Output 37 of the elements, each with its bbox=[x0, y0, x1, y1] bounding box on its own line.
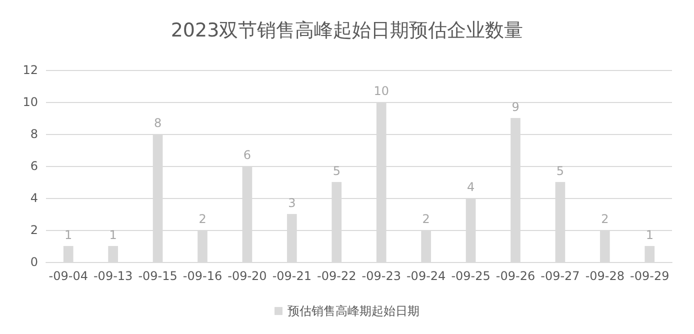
y-tick-label: 2 bbox=[30, 223, 38, 237]
x-tick-label: -09-24 bbox=[406, 269, 446, 283]
x-tick-label: -09-21 bbox=[272, 269, 312, 283]
chart-title: 2023双节销售高峰起始日期预估企业数量 bbox=[170, 20, 524, 42]
x-tick-label: -09-23 bbox=[362, 269, 401, 283]
x-tick-label: -09-13 bbox=[93, 269, 133, 283]
y-tick-label: 0 bbox=[30, 255, 38, 269]
data-label: 4 bbox=[466, 180, 475, 194]
y-tick-label: 4 bbox=[30, 191, 38, 205]
data-label: 6 bbox=[243, 148, 252, 162]
data-label: 5 bbox=[556, 164, 564, 178]
data-label: 9 bbox=[512, 100, 520, 114]
data-label: 1 bbox=[64, 228, 72, 242]
y-tick-label: 6 bbox=[30, 159, 38, 173]
x-tick-label: -09-26 bbox=[496, 269, 536, 283]
x-tick-label: -09-20 bbox=[228, 269, 267, 283]
x-tick-label: -09-22 bbox=[317, 269, 356, 283]
y-tick-label: 10 bbox=[22, 95, 38, 109]
y-tick-label: 8 bbox=[30, 127, 38, 141]
data-label: 8 bbox=[154, 116, 162, 130]
x-tick-label: -09-16 bbox=[182, 269, 222, 283]
data-label: 2 bbox=[601, 212, 609, 226]
y-tick-label: 12 bbox=[22, 63, 38, 77]
x-tick-label: -09-25 bbox=[451, 269, 490, 283]
x-tick-label: -09-28 bbox=[585, 269, 625, 283]
data-label: 5 bbox=[332, 164, 340, 178]
x-tick-label: -09-04 bbox=[48, 269, 88, 283]
data-label: 10 bbox=[374, 84, 389, 98]
data-label: 3 bbox=[288, 196, 296, 210]
x-tick-label: -09-29 bbox=[630, 269, 670, 283]
x-tick-label: -09-27 bbox=[540, 269, 580, 283]
legend-label: 预估销售高峰期起始日期 bbox=[288, 304, 420, 318]
data-label: 1 bbox=[109, 228, 117, 242]
data-label: 2 bbox=[198, 212, 206, 226]
data-label: 2 bbox=[422, 212, 430, 226]
x-tick-label: -09-15 bbox=[138, 269, 178, 283]
data-label: 1 bbox=[646, 228, 654, 242]
